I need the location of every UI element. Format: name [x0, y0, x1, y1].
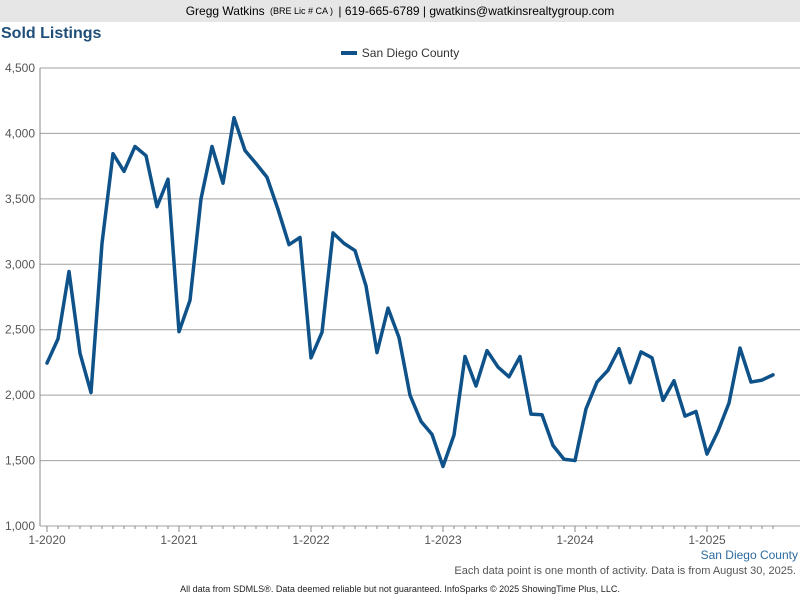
data-point[interactable] [89, 391, 93, 395]
data-point[interactable] [397, 336, 401, 340]
y-tick-label: 4,000 [5, 126, 35, 140]
data-point[interactable] [551, 444, 555, 448]
data-point[interactable] [518, 355, 522, 359]
data-point[interactable] [683, 414, 687, 418]
x-tick-label: 1-2021 [160, 533, 198, 547]
data-point[interactable] [441, 464, 445, 468]
data-point[interactable] [353, 249, 357, 253]
data-point[interactable] [45, 361, 49, 365]
data-point[interactable] [155, 205, 159, 209]
data-point[interactable] [177, 330, 181, 334]
data-point[interactable] [661, 398, 665, 402]
data-point[interactable] [199, 197, 203, 201]
data-point[interactable] [265, 175, 269, 179]
data-point[interactable] [309, 356, 313, 360]
y-tick-label: 3,000 [5, 257, 35, 271]
data-point[interactable] [254, 162, 258, 166]
data-point[interactable] [166, 177, 170, 181]
data-point[interactable] [474, 384, 478, 388]
data-point[interactable] [386, 306, 390, 310]
data-point[interactable] [650, 356, 654, 360]
data-point[interactable] [716, 429, 720, 433]
y-tick-label: 1,000 [5, 519, 35, 533]
data-point[interactable] [364, 284, 368, 288]
data-point[interactable] [463, 355, 467, 359]
data-point[interactable] [705, 452, 709, 456]
x-tick-label: 1-2023 [424, 533, 462, 547]
data-point[interactable] [56, 337, 60, 341]
data-point[interactable] [573, 459, 577, 463]
y-tick-label: 4,500 [5, 61, 35, 75]
data-point[interactable] [276, 207, 280, 211]
data-point[interactable] [232, 116, 236, 120]
data-point[interactable] [243, 148, 247, 152]
data-point[interactable] [100, 241, 104, 245]
data-point[interactable] [408, 393, 412, 397]
data-point[interactable] [133, 145, 137, 149]
data-point[interactable] [144, 154, 148, 158]
agent-license: (BRE Lic # CA ) [269, 6, 333, 16]
data-point[interactable] [529, 412, 533, 416]
data-point[interactable] [628, 381, 632, 385]
data-point[interactable] [331, 231, 335, 235]
data-point[interactable] [584, 407, 588, 411]
agent-email[interactable]: gwatkins@watkinsrealtygroup.com [429, 4, 615, 18]
chart-title: Sold Listings [1, 25, 102, 42]
data-point[interactable] [749, 380, 753, 384]
data-point[interactable] [672, 379, 676, 383]
y-tick-label: 1,500 [5, 454, 35, 468]
data-point[interactable] [430, 432, 434, 436]
legend-swatch [340, 51, 357, 55]
data-point[interactable] [738, 346, 742, 350]
data-point[interactable] [617, 347, 621, 351]
data-point[interactable] [507, 375, 511, 379]
x-tick-label: 1-2025 [688, 533, 726, 547]
data-point[interactable] [287, 243, 291, 247]
data-point[interactable] [595, 380, 599, 384]
y-tick-label: 2,500 [5, 323, 35, 337]
data-point[interactable] [606, 368, 610, 372]
x-tick-label: 1-2022 [292, 533, 330, 547]
header-separator: | [422, 4, 427, 18]
agent-header: Gregg Watkins (BRE Lic # CA ) | 619-665-… [0, 0, 800, 22]
data-point[interactable] [111, 152, 115, 156]
agent-phone[interactable]: 619-665-6789 [344, 4, 420, 18]
data-point[interactable] [540, 413, 544, 417]
data-point[interactable] [496, 365, 500, 369]
agent-name: Gregg Watkins [185, 4, 265, 18]
data-point[interactable] [694, 410, 698, 413]
data-point[interactable] [771, 373, 775, 377]
data-point[interactable] [562, 457, 566, 461]
legend-label: San Diego County [361, 46, 460, 60]
series-line-san-diego-county[interactable] [45, 115, 775, 469]
data-point[interactable] [122, 169, 126, 173]
x-tick-label: 1-2024 [556, 533, 594, 547]
data-point[interactable] [760, 378, 764, 382]
data-point[interactable] [188, 298, 192, 302]
data-point[interactable] [485, 349, 489, 353]
header-separator: | [338, 4, 342, 18]
data-point[interactable] [419, 419, 423, 423]
x-tick-label: 1-2020 [28, 533, 66, 547]
data-point[interactable] [639, 350, 643, 354]
data-point[interactable] [727, 401, 731, 405]
data-point[interactable] [210, 145, 214, 149]
y-tick-label: 3,500 [5, 192, 35, 206]
y-tick-label: 2,000 [5, 388, 35, 402]
data-point[interactable] [375, 351, 379, 355]
disclaimer-footer: All data from SDMLS®. Data deemed reliab… [180, 584, 620, 594]
chart-legend[interactable]: San Diego County [0, 46, 800, 60]
data-point[interactable] [320, 330, 324, 334]
data-footnote: Each data point is one month of activity… [454, 565, 796, 577]
series-end-label: San Diego County [701, 548, 798, 562]
data-point[interactable] [221, 181, 225, 185]
data-point[interactable] [342, 241, 346, 245]
data-point[interactable] [298, 235, 302, 239]
data-point[interactable] [78, 351, 82, 355]
data-point[interactable] [67, 269, 71, 273]
data-point[interactable] [452, 433, 456, 437]
